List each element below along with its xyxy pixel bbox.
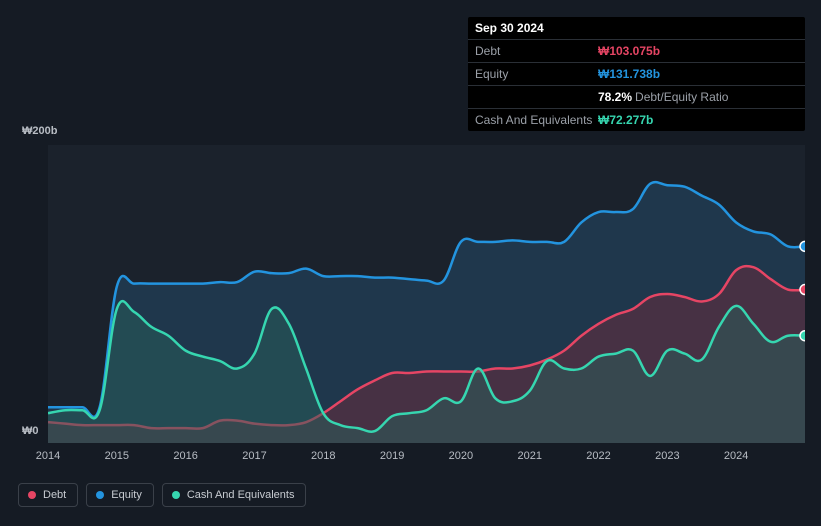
y-axis-label-bottom: ₩0 bbox=[22, 425, 39, 437]
legend-label: Cash And Equivalents bbox=[187, 489, 295, 501]
legend-item-cash[interactable]: Cash And Equivalents bbox=[162, 483, 307, 507]
x-tick: 2015 bbox=[105, 450, 129, 462]
x-tick: 2022 bbox=[586, 450, 610, 462]
y-axis-label-top: ₩200b bbox=[22, 125, 57, 137]
chart-area[interactable] bbox=[48, 145, 805, 448]
tooltip-suffix: Debt/Equity Ratio bbox=[635, 91, 728, 103]
x-tick: 2021 bbox=[517, 450, 541, 462]
tooltip-value: 78.2% bbox=[598, 91, 632, 103]
tooltip-value: ₩72.277b bbox=[598, 114, 653, 126]
x-tick: 2020 bbox=[449, 450, 473, 462]
tooltip-label: Equity bbox=[475, 68, 598, 80]
chart-svg bbox=[48, 145, 805, 443]
tooltip-label bbox=[475, 91, 598, 103]
x-tick: 2019 bbox=[380, 450, 404, 462]
legend-label: Debt bbox=[43, 489, 66, 501]
tooltip-label: Debt bbox=[475, 45, 598, 57]
legend-item-debt[interactable]: Debt bbox=[18, 483, 78, 507]
x-tick: 2017 bbox=[242, 450, 266, 462]
legend-dot bbox=[28, 491, 36, 499]
x-tick: 2023 bbox=[655, 450, 679, 462]
x-tick: 2016 bbox=[173, 450, 197, 462]
legend-label: Equity bbox=[111, 489, 142, 501]
tooltip-value: ₩131.738b bbox=[598, 68, 660, 80]
tooltip-value: ₩103.075b bbox=[598, 45, 660, 57]
legend-dot bbox=[96, 491, 104, 499]
legend-dot bbox=[172, 491, 180, 499]
tooltip-label: Cash And Equivalents bbox=[475, 114, 598, 126]
tooltip-date: Sep 30 2024 bbox=[475, 22, 544, 34]
x-tick: 2018 bbox=[311, 450, 335, 462]
x-axis: 2014201520162017201820192020202120222023… bbox=[48, 448, 805, 468]
x-tick: 2024 bbox=[724, 450, 748, 462]
legend: Debt Equity Cash And Equivalents bbox=[18, 483, 306, 507]
legend-item-equity[interactable]: Equity bbox=[86, 483, 154, 507]
chart-tooltip: Sep 30 2024 Debt ₩103.075b Equity ₩131.7… bbox=[468, 17, 805, 131]
x-tick: 2014 bbox=[36, 450, 60, 462]
